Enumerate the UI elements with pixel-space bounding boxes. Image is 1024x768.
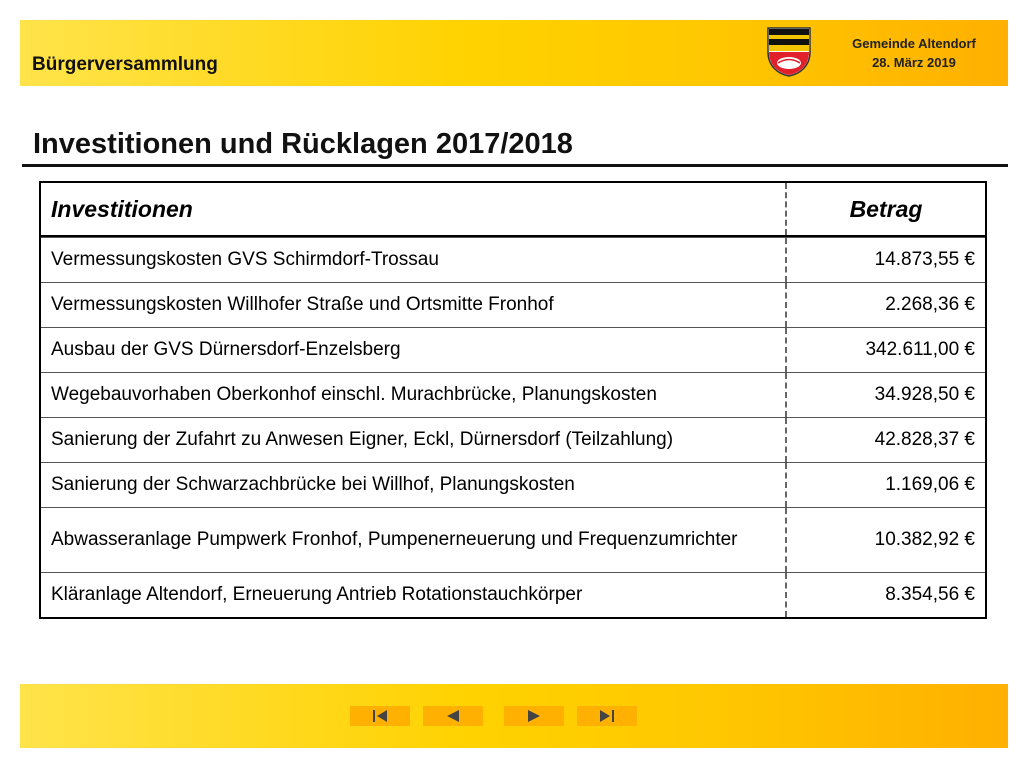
investments-table: Investitionen Betrag Vermessungskosten G…	[39, 181, 987, 619]
investment-item: Ausbau der GVS Dürnersdorf-Enzelsberg	[41, 328, 787, 372]
investment-amount: 8.354,56 €	[885, 584, 975, 605]
table-row: Vermessungskosten Willhofer Straße und O…	[41, 282, 985, 327]
table-row: Wegebauvorhaben Oberkonhof einschl. Mura…	[41, 372, 985, 417]
next-slide-button[interactable]	[504, 706, 564, 726]
investment-item: Wegebauvorhaben Oberkonhof einschl. Mura…	[41, 373, 787, 417]
investment-amount: 2.268,36 €	[885, 294, 975, 315]
column-header-amount: Betrag	[849, 195, 923, 222]
column-header-investments: Investitionen	[41, 183, 787, 235]
investment-item: Vermessungskosten Willhofer Straße und O…	[41, 283, 787, 327]
investment-item: Abwasseranlage Pumpwerk Fronhof, Pumpene…	[41, 508, 787, 572]
header-band: Bürgerversammlung Gemeinde Altendorf 28.…	[20, 20, 1008, 86]
table-row: Sanierung der Schwarzachbrücke bei Willh…	[41, 462, 985, 507]
table-header-row: Investitionen Betrag	[41, 183, 985, 237]
investment-amount: 14.873,55 €	[874, 249, 975, 270]
table-row: Kläranlage Altendorf, Erneuerung Antrieb…	[41, 572, 985, 617]
investment-item: Sanierung der Schwarzachbrücke bei Willh…	[41, 463, 787, 507]
presentation-date: 28. März 2019	[872, 55, 956, 70]
municipality-block: Gemeinde Altendorf 28. März 2019	[844, 34, 984, 72]
first-slide-button[interactable]	[350, 706, 410, 726]
next-slide-icon	[528, 710, 540, 722]
municipality-name: Gemeinde Altendorf	[852, 36, 976, 51]
table-row: Abwasseranlage Pumpwerk Fronhof, Pumpene…	[41, 507, 985, 572]
table-row: Ausbau der GVS Dürnersdorf-Enzelsberg 34…	[41, 327, 985, 372]
event-title: Bürgerversammlung	[32, 54, 218, 75]
coat-of-arms-icon	[767, 27, 811, 77]
investment-item: Sanierung der Zufahrt zu Anwesen Eigner,…	[41, 418, 787, 462]
previous-slide-button[interactable]	[423, 706, 483, 726]
investment-item: Vermessungskosten GVS Schirmdorf-Trossau	[41, 238, 787, 282]
footer-band	[20, 684, 1008, 748]
title-underline	[22, 164, 1008, 167]
investment-amount: 10.382,92 €	[874, 529, 975, 550]
investment-amount: 342.611,00 €	[865, 339, 975, 360]
table-row: Sanierung der Zufahrt zu Anwesen Eigner,…	[41, 417, 985, 462]
table-row: Vermessungskosten GVS Schirmdorf-Trossau…	[41, 237, 985, 282]
investment-amount: 42.828,37 €	[874, 429, 975, 450]
first-slide-icon	[373, 710, 387, 722]
last-slide-button[interactable]	[577, 706, 637, 726]
investment-amount: 34.928,50 €	[874, 384, 975, 405]
last-slide-icon	[600, 710, 614, 722]
previous-slide-icon	[447, 710, 459, 722]
investment-item: Kläranlage Altendorf, Erneuerung Antrieb…	[41, 573, 787, 617]
page-title: Investitionen und Rücklagen 2017/2018	[33, 128, 573, 160]
investment-amount: 1.169,06 €	[885, 474, 975, 495]
